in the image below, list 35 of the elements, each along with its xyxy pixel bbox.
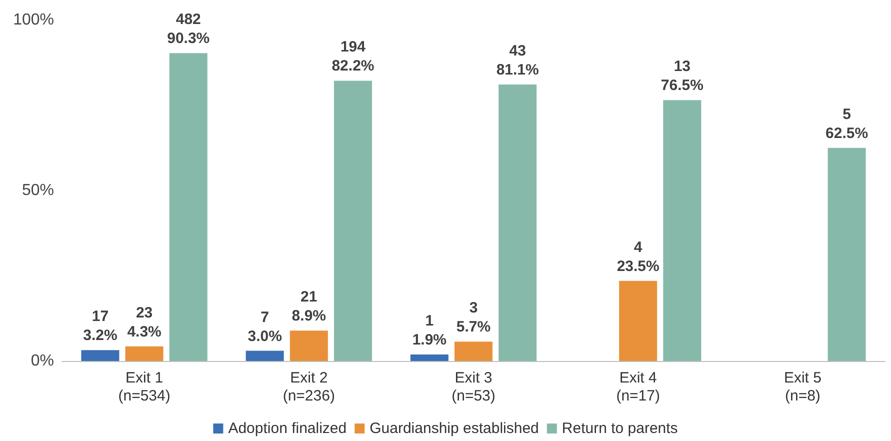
bar — [246, 350, 284, 361]
bar — [334, 80, 372, 361]
data-label: 4 23.5% — [616, 238, 660, 275]
bar — [619, 280, 658, 361]
data-label: 21 8.9% — [292, 288, 326, 325]
y-tick-label: 50% — [22, 182, 54, 199]
x-tick-label: Exit 4 (n=17) — [616, 370, 660, 404]
x-tick-label: Exit 3 (n=53) — [452, 370, 496, 404]
data-label: 43 81.1% — [496, 42, 539, 78]
y-tick-label: 0% — [30, 352, 54, 370]
data-label: 13 76.5% — [660, 58, 704, 94]
bar — [410, 354, 448, 361]
bar — [828, 148, 866, 361]
x-tick-label: Exit 2 (n=236) — [282, 370, 335, 404]
data-label: 482 90.3% — [167, 11, 210, 48]
bar — [169, 53, 208, 361]
bar — [663, 100, 702, 361]
bar — [498, 84, 537, 361]
bar — [290, 330, 328, 361]
data-label: 5 62.5% — [826, 106, 868, 142]
x-tick-label: Exit 1 (n=534) — [118, 370, 170, 404]
data-label: 17 3.2% — [83, 308, 118, 344]
bar — [454, 342, 492, 361]
y-tick-label: 100% — [13, 12, 54, 28]
data-label: 194 82.2% — [332, 38, 374, 75]
data-label: 23 4.3% — [127, 304, 162, 340]
data-label: 7 3.0% — [248, 308, 282, 345]
bar — [125, 346, 164, 361]
legend-label: Return to parents — [562, 420, 678, 437]
bar — [81, 350, 120, 361]
data-label: 1 1.9% — [412, 312, 447, 349]
legend-label: Guardianship established — [370, 420, 539, 437]
legend-label: Adoption finalized — [228, 420, 347, 437]
data-label: 3 5.7% — [456, 300, 491, 336]
x-tick-label: Exit 5 (n=8) — [784, 370, 822, 404]
